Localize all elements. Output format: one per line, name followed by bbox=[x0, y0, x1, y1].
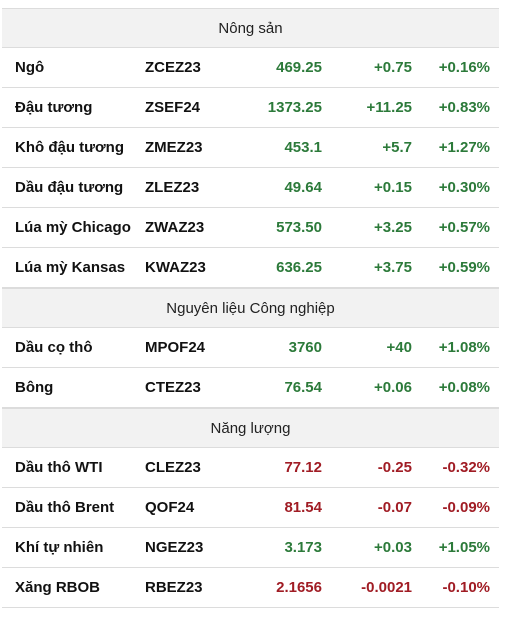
ticker-code: ZLEZ23 bbox=[145, 179, 200, 196]
price-value: 469.25 bbox=[276, 59, 322, 76]
table-row[interactable]: Khí tự nhiên NGEZ23 3.173 +0.03 +1.05% bbox=[2, 528, 499, 568]
change-percent: -0.32% bbox=[442, 459, 490, 476]
commodity-name: Dầu cọ thô bbox=[15, 339, 93, 356]
change-percent: +0.59% bbox=[438, 259, 490, 276]
price-value: 573.50 bbox=[276, 219, 322, 236]
price-value: 3760 bbox=[288, 339, 322, 356]
commodity-price-table: Nông sản Ngô ZCEZ23 469.25 +0.75 +0.16% Đậu … bbox=[2, 8, 499, 608]
price-value: 49.64 bbox=[284, 179, 322, 196]
table-row[interactable]: Dầu thô WTI CLEZ23 77.12 -0.25 -0.32% bbox=[2, 448, 499, 488]
table-row[interactable]: Dầu đậu tương ZLEZ23 49.64 +0.15 +0.30% bbox=[2, 168, 499, 208]
change-value: -0.07 bbox=[377, 499, 412, 516]
price-value: 636.25 bbox=[276, 259, 322, 276]
change-percent: +1.05% bbox=[438, 539, 490, 556]
change-value: -0.25 bbox=[377, 459, 412, 476]
section-header: Nguyên liệu Công nghiệp bbox=[2, 288, 499, 328]
price-value: 2.1656 bbox=[276, 579, 322, 596]
change-value: +0.03 bbox=[374, 539, 412, 556]
table-row[interactable]: Xăng RBOB RBEZ23 2.1656 -0.0021 -0.10% bbox=[2, 568, 499, 608]
commodity-name: Bông bbox=[15, 379, 54, 396]
ticker-code: QOF24 bbox=[145, 499, 195, 516]
change-percent: -0.09% bbox=[442, 499, 490, 516]
table-row[interactable]: Dầu thô Brent QOF24 81.54 -0.07 -0.09% bbox=[2, 488, 499, 528]
price-value: 453.1 bbox=[284, 139, 322, 156]
commodity-name: Khí tự nhiên bbox=[15, 539, 104, 556]
commodity-name: Dầu thô WTI bbox=[15, 459, 103, 476]
table-row[interactable]: Khô đậu tương ZMEZ23 453.1 +5.7 +1.27% bbox=[2, 128, 499, 168]
change-value: +0.75 bbox=[374, 59, 412, 76]
commodity-name: Dầu thô Brent bbox=[15, 499, 115, 516]
section: Năng lượng Dầu thô WTI CLEZ23 77.12 -0.25 -0… bbox=[2, 408, 499, 608]
section: Nguyên liệu Công nghiệp Dầu cọ thô MPOF24… bbox=[2, 288, 499, 408]
price-value: 81.54 bbox=[284, 499, 322, 516]
change-value: -0.0021 bbox=[361, 579, 412, 596]
ticker-code: CLEZ23 bbox=[145, 459, 201, 476]
change-percent: +0.57% bbox=[438, 219, 490, 236]
section: Nông sản Ngô ZCEZ23 469.25 +0.75 +0.16% Đậu … bbox=[2, 8, 499, 288]
table-row[interactable]: Dầu cọ thô MPOF24 3760 +40 +1.08% bbox=[2, 328, 499, 368]
table-row[interactable]: Bông CTEZ23 76.54 +0.06 +0.08% bbox=[2, 368, 499, 408]
ticker-code: ZCEZ23 bbox=[145, 59, 201, 76]
section-header: Nông sản bbox=[2, 8, 499, 48]
commodity-name: Đậu tương bbox=[15, 99, 93, 116]
change-value: +5.7 bbox=[382, 139, 412, 156]
ticker-code: ZSEF24 bbox=[145, 99, 201, 116]
price-value: 77.12 bbox=[284, 459, 322, 476]
change-value: +3.75 bbox=[374, 259, 412, 276]
commodity-name: Lúa mỳ Chicago bbox=[15, 219, 131, 236]
ticker-code: KWAZ23 bbox=[145, 259, 206, 276]
commodity-name: Ngô bbox=[15, 59, 45, 76]
change-percent: +0.83% bbox=[438, 99, 490, 116]
ticker-code: ZMEZ23 bbox=[145, 139, 203, 156]
price-value: 3.173 bbox=[284, 539, 322, 556]
change-value: +3.25 bbox=[374, 219, 412, 236]
change-percent: +0.30% bbox=[438, 179, 490, 196]
ticker-code: ZWAZ23 bbox=[145, 219, 205, 236]
commodity-name: Khô đậu tương bbox=[15, 139, 125, 156]
price-value: 1373.25 bbox=[267, 99, 322, 116]
change-value: +11.25 bbox=[366, 99, 412, 116]
commodity-name: Dầu đậu tương bbox=[15, 179, 124, 196]
change-percent: +0.16% bbox=[438, 59, 490, 76]
change-percent: +1.08% bbox=[438, 339, 490, 356]
table-row[interactable]: Lúa mỳ Chicago ZWAZ23 573.50 +3.25 +0.57% bbox=[2, 208, 499, 248]
table-row[interactable]: Lúa mỳ Kansas KWAZ23 636.25 +3.75 +0.59% bbox=[2, 248, 499, 288]
change-value: +0.06 bbox=[374, 379, 412, 396]
change-percent: -0.10% bbox=[442, 579, 490, 596]
table-row[interactable]: Đậu tương ZSEF24 1373.25 +11.25 +0.83% bbox=[2, 88, 499, 128]
commodity-name: Xăng RBOB bbox=[15, 579, 101, 596]
ticker-code: CTEZ23 bbox=[145, 379, 201, 396]
ticker-code: MPOF24 bbox=[145, 339, 206, 356]
ticker-code: NGEZ23 bbox=[145, 539, 204, 556]
change-value: +40 bbox=[386, 339, 412, 356]
change-percent: +1.27% bbox=[438, 139, 490, 156]
table-row[interactable]: Ngô ZCEZ23 469.25 +0.75 +0.16% bbox=[2, 48, 499, 88]
section-header: Năng lượng bbox=[2, 408, 499, 448]
change-value: +0.15 bbox=[374, 179, 412, 196]
price-value: 76.54 bbox=[284, 379, 322, 396]
ticker-code: RBEZ23 bbox=[145, 579, 203, 596]
commodity-name: Lúa mỳ Kansas bbox=[15, 259, 126, 276]
change-percent: +0.08% bbox=[438, 379, 490, 396]
